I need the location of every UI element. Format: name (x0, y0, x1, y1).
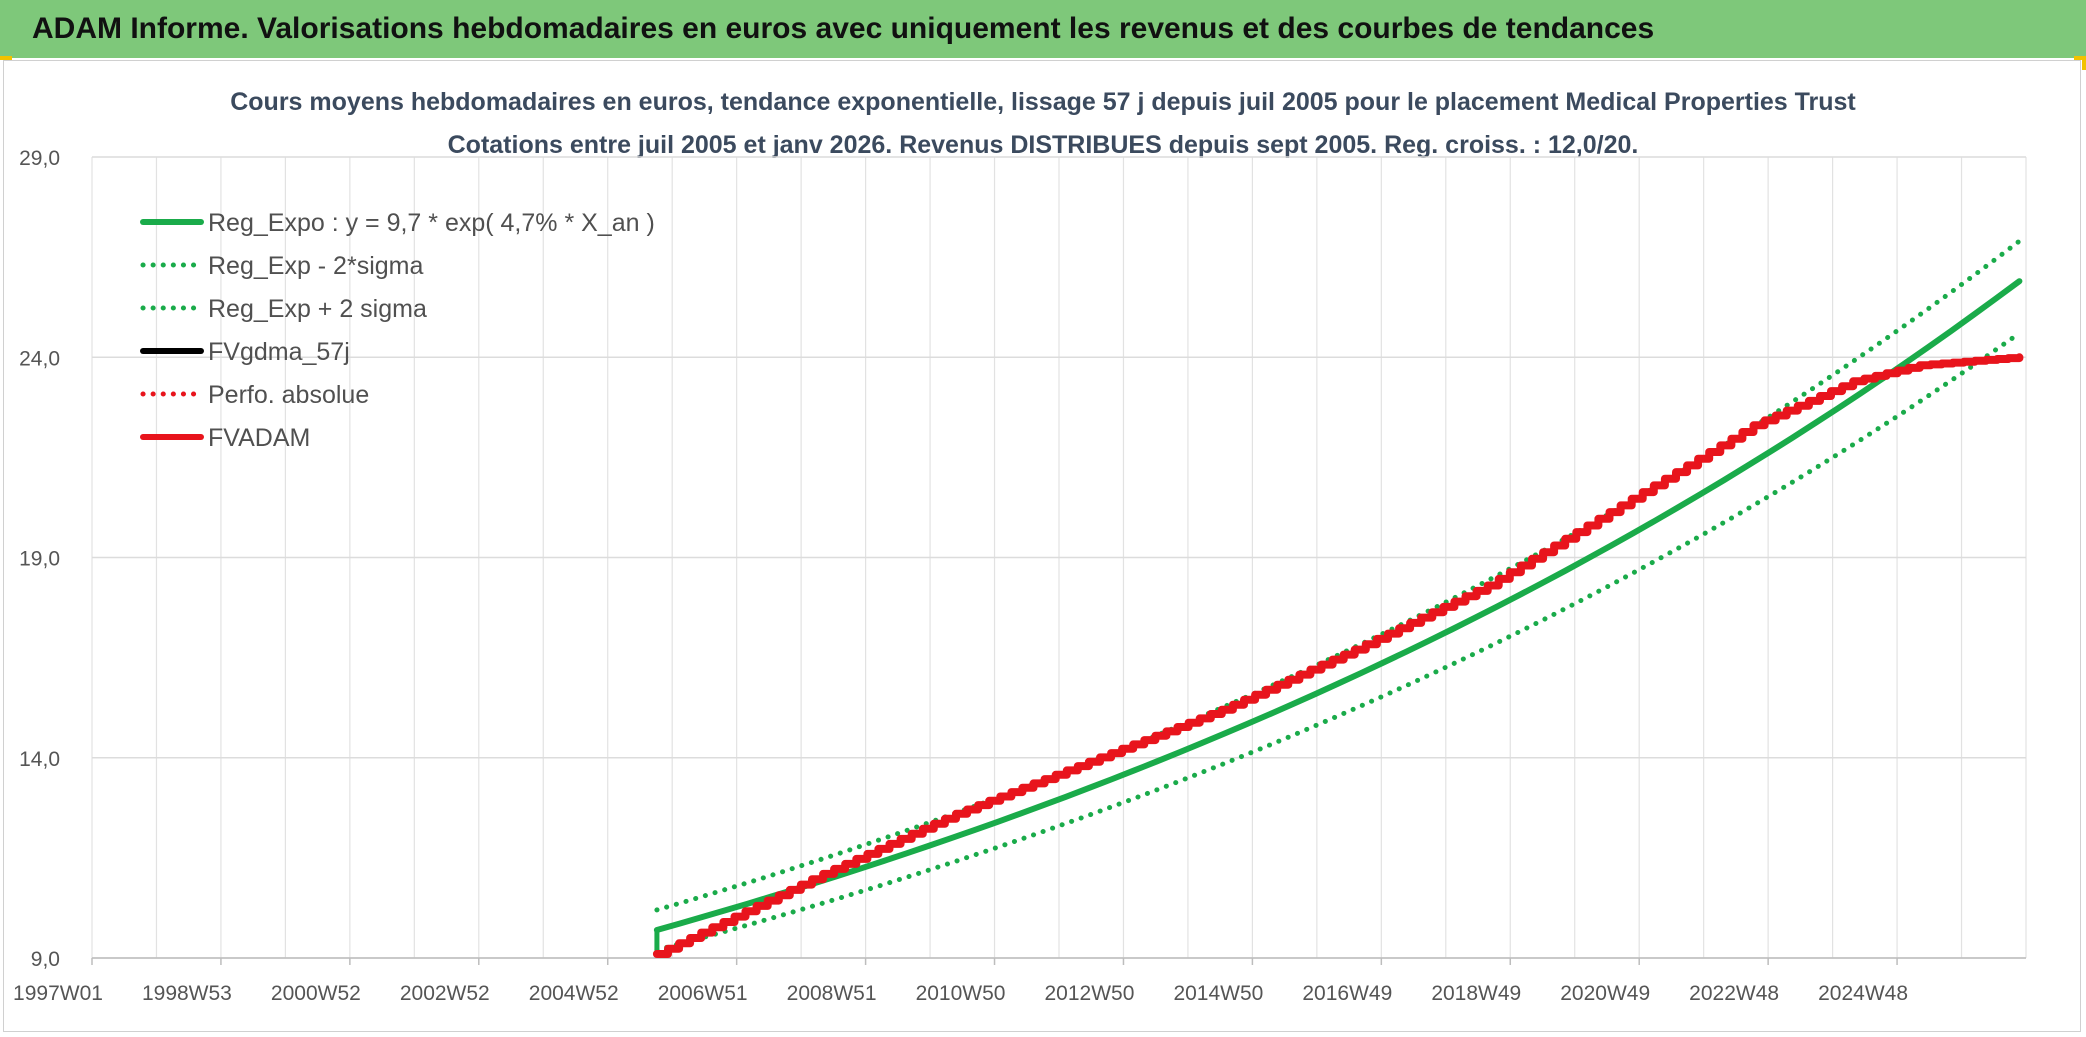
report-title-banner: ADAM Informe. Valorisations hebdomadaire… (0, 0, 2086, 58)
x-tick-label: 2022W48 (1689, 982, 1779, 1005)
legend-entry-label: Reg_Expo : y = 9,7 * exp( 4,7% * X_an ) (208, 209, 655, 237)
x-tick-label: 2012W50 (1045, 982, 1135, 1005)
x-tick-label: 2004W52 (529, 982, 619, 1005)
y-tick-label: 9,0 (31, 948, 60, 971)
corner-accent-left (0, 56, 12, 60)
x-tick-label: 2016W49 (1302, 982, 1392, 1005)
x-tick-label: 2008W51 (787, 982, 877, 1005)
x-tick-label: 2018W49 (1431, 982, 1521, 1005)
x-tick-label: 1998W53 (142, 982, 232, 1005)
y-tick-label: 19,0 (19, 548, 60, 571)
x-tick-label: 1997W01 (13, 982, 103, 1005)
x-tick-label: 2014W50 (1173, 982, 1263, 1005)
y-tick-label: 29,0 (19, 147, 60, 170)
x-tick-label: 2002W52 (400, 982, 490, 1005)
corner-accent-right (2074, 56, 2086, 60)
corner-accent-right-edge (2082, 56, 2086, 70)
x-tick-label: 2010W50 (916, 982, 1006, 1005)
legend-entry-label: FVADAM (208, 424, 310, 452)
legend-entry-label: Reg_Exp + 2 sigma (208, 295, 427, 323)
x-tick-label: 2020W49 (1560, 982, 1650, 1005)
series-line-0 (653, 278, 2023, 933)
chart-title: Cours moyens hebdomadaires en euros, ten… (230, 88, 1856, 116)
y-tick-label: 24,0 (19, 347, 60, 370)
y-tick-label: 14,0 (19, 748, 60, 771)
legend-entry-label: Perfo. absolue (208, 381, 369, 409)
x-tick-label: 2000W52 (271, 982, 361, 1005)
x-tick-label: 2024W48 (1818, 982, 1908, 1005)
legend-entry-label: FVgdma_57j (208, 338, 350, 366)
series-line-2 (654, 238, 2022, 913)
series-line-5 (652, 353, 2024, 958)
chart-subtitle: Cotations entre juil 2005 et janv 2026. … (447, 131, 1639, 159)
series-line-1 (654, 330, 2022, 953)
legend-entry-label: Reg_Exp - 2*sigma (208, 252, 423, 280)
x-tick-label: 2006W51 (658, 982, 748, 1005)
